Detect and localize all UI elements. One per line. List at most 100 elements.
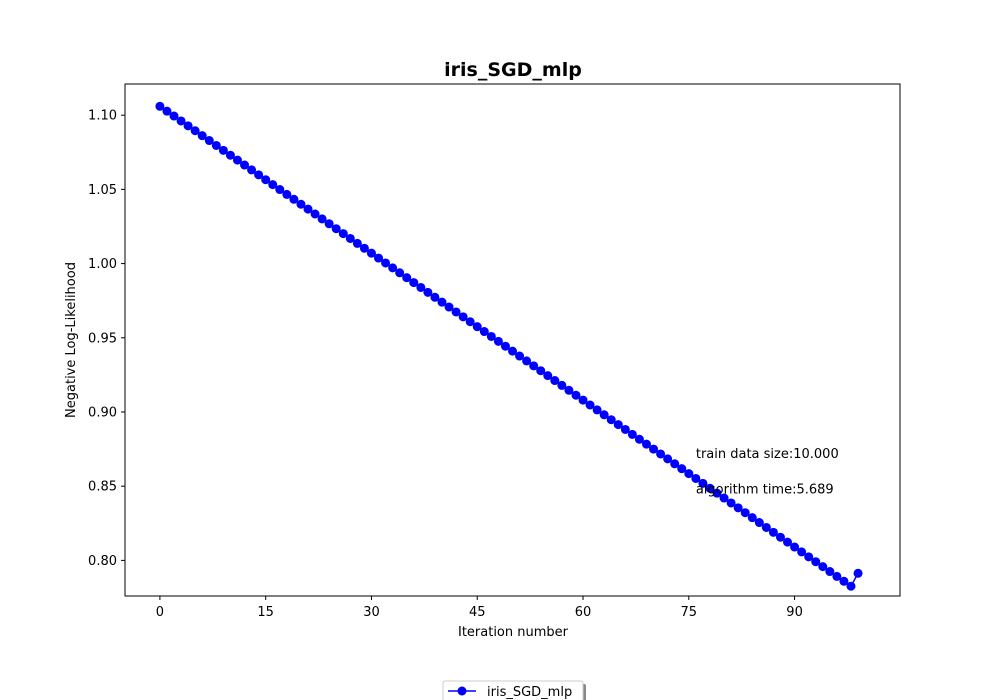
data-point [204, 136, 214, 146]
data-point [254, 170, 264, 180]
data-point [465, 317, 475, 327]
data-point [345, 233, 355, 243]
annotation-train-data-size: train data size:10.000 [696, 447, 839, 462]
plot-frame [124, 83, 901, 597]
y-axis-ticks: 0.80 0.85 0.90 0.95 1.00 1.05 1.10 [88, 109, 125, 569]
x-tick-label: 45 [469, 605, 486, 620]
data-point [508, 346, 517, 356]
data-point [585, 400, 595, 410]
data-point [416, 282, 426, 292]
data-point [670, 459, 680, 469]
data-point [486, 331, 496, 341]
data-point [289, 194, 299, 204]
y-tick-label: 1.10 [88, 109, 117, 124]
data-point [592, 405, 602, 415]
data-point [536, 366, 546, 376]
data-point [423, 287, 433, 297]
data-point [550, 376, 560, 386]
data-point [712, 488, 722, 498]
data-point [515, 351, 525, 361]
data-point [366, 248, 376, 258]
data-point [296, 199, 306, 209]
data-point [761, 522, 771, 532]
y-tick-label: 1.00 [88, 257, 117, 272]
data-point [275, 185, 285, 195]
data-point [232, 155, 242, 165]
data-point [691, 473, 701, 483]
y-tick-label: 1.05 [88, 183, 117, 198]
data-point [606, 415, 616, 425]
data-point [352, 238, 362, 248]
legend: iris_SGD_mlp [442, 680, 586, 700]
data-point [282, 189, 292, 199]
data-point [698, 478, 708, 488]
data-point [240, 160, 250, 170]
legend-box [442, 680, 584, 700]
data-point [190, 126, 200, 136]
data-point [853, 568, 863, 578]
data-point [381, 258, 391, 268]
data-point [162, 106, 172, 116]
data-point [197, 131, 207, 141]
y-axis-label: Negative Log-Likelihood [64, 262, 79, 418]
data-point [797, 547, 807, 557]
data-point [775, 532, 785, 542]
data-point [719, 493, 729, 503]
legend-label: iris_SGD_mlp [487, 685, 572, 700]
data-point [832, 571, 842, 581]
data-point [331, 224, 341, 234]
data-point [402, 273, 412, 283]
data-point [811, 557, 821, 567]
data-point [218, 145, 228, 155]
data-point [500, 341, 510, 351]
data-point [726, 498, 736, 508]
data-point [733, 503, 743, 513]
data-point [310, 209, 320, 219]
data-point [790, 542, 800, 552]
x-tick-label: 90 [786, 605, 803, 620]
data-point [620, 424, 630, 434]
x-tick-label: 15 [257, 605, 274, 620]
data-point [684, 469, 694, 479]
y-tick-label: 0.90 [88, 405, 117, 420]
data-point [529, 361, 539, 371]
data-point [324, 219, 334, 229]
data-point [374, 253, 384, 263]
data-point [663, 454, 673, 464]
data-point [225, 150, 235, 160]
data-point [359, 243, 369, 253]
data-point [578, 395, 588, 405]
legend-marker-swatch [457, 686, 467, 696]
data-point [825, 567, 835, 577]
data-point [613, 420, 623, 430]
x-tick-label: 60 [575, 605, 592, 620]
chart-title: iris_SGD_mlp [444, 59, 582, 81]
data-point [472, 322, 482, 332]
data-point [564, 385, 574, 395]
data-point [409, 278, 419, 288]
data-point [211, 140, 221, 150]
data-point [261, 175, 271, 185]
data-point [183, 121, 193, 131]
x-tick-label: 75 [681, 605, 698, 620]
data-point [747, 513, 757, 523]
data-point [705, 483, 715, 493]
data-point [627, 429, 637, 439]
data-point [247, 165, 257, 175]
data-point [268, 180, 278, 190]
data-point [303, 204, 313, 214]
data-point [846, 581, 856, 591]
x-axis-ticks: 0 15 30 45 60 75 90 [156, 596, 803, 620]
annotation-algorithm-time: algorithm time:5.689 [696, 483, 834, 498]
y-tick-label: 0.80 [88, 554, 117, 569]
data-point [754, 518, 764, 528]
data-point [444, 302, 454, 312]
data-point [451, 307, 461, 317]
y-tick-label: 0.95 [88, 331, 117, 346]
data-point [176, 116, 186, 126]
data-point [571, 390, 581, 400]
data-point [818, 562, 828, 572]
data-point [557, 380, 567, 390]
data-point [458, 312, 468, 322]
